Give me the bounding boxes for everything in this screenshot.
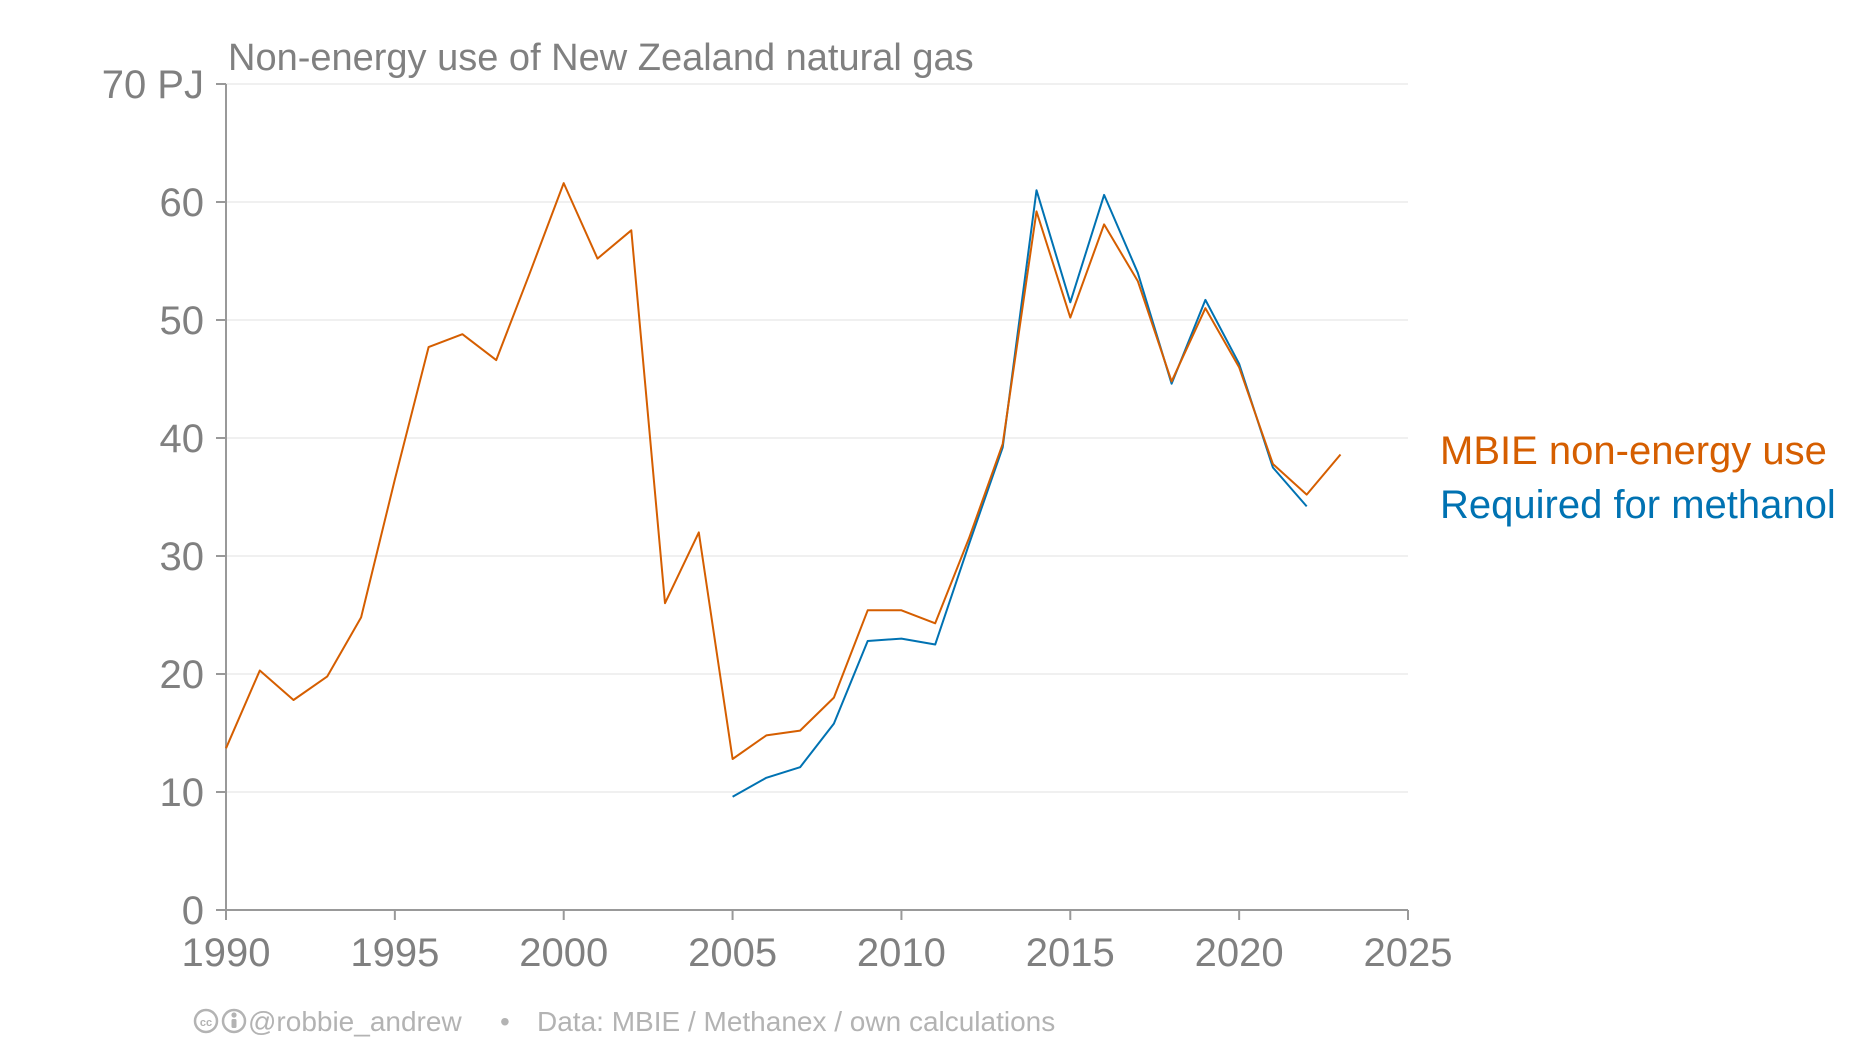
- footer-source: Data: MBIE / Methanex / own calculations: [537, 1006, 1055, 1037]
- x-tick-label: 2010: [857, 931, 946, 975]
- label-layer: 0 10 20 30 40 50 60 70 PJ 1990 1995 2000 2005 2010 20…: [102, 63, 1453, 975]
- axis-layer: [216, 83, 1409, 920]
- series-line-mbie-non-energy-use: [225, 182, 1342, 760]
- y-tick-label: 60: [160, 181, 205, 225]
- y-tick-label: 0: [182, 889, 204, 933]
- cc-icon-letters: cc: [200, 1017, 212, 1029]
- x-tick-label: 2005: [688, 931, 777, 975]
- y-tick-label: 70 PJ: [102, 63, 204, 107]
- footer: cc @robbie_andrew • Data: MBIE / Methane…: [193, 1006, 1055, 1037]
- grid-layer: [226, 83, 1408, 793]
- chart-title: Non-energy use of New Zealand natural ga…: [228, 37, 974, 79]
- series-layer: [225, 182, 1342, 798]
- cc-icon: [193, 1008, 219, 1034]
- x-tick-label: 2000: [519, 931, 608, 975]
- x-tick-label: 2020: [1195, 931, 1284, 975]
- by-icon-head: [231, 1012, 237, 1018]
- series-line-required-for-methanol: [732, 189, 1308, 798]
- y-tick-label: 30: [160, 535, 205, 579]
- y-tick-label: 40: [160, 417, 205, 461]
- x-tick-label: 1995: [350, 931, 439, 975]
- by-icon: [221, 1008, 247, 1034]
- cc-by-icons: cc: [193, 1008, 247, 1034]
- footer-attribution: @robbie_andrew: [248, 1006, 462, 1037]
- x-tick-label: 2025: [1364, 931, 1453, 975]
- legend-label-methanol: Required for methanol: [1440, 483, 1836, 527]
- footer-separator: •: [500, 1006, 510, 1037]
- y-tick-label: 50: [160, 299, 205, 343]
- by-icon-body: [231, 1019, 237, 1028]
- y-tick-label: 10: [160, 771, 205, 815]
- y-tick-label: 20: [160, 653, 205, 697]
- x-tick-label: 1990: [182, 931, 271, 975]
- legend-label-mbie: MBIE non-energy use: [1440, 429, 1827, 473]
- x-tick-label: 2015: [1026, 931, 1115, 975]
